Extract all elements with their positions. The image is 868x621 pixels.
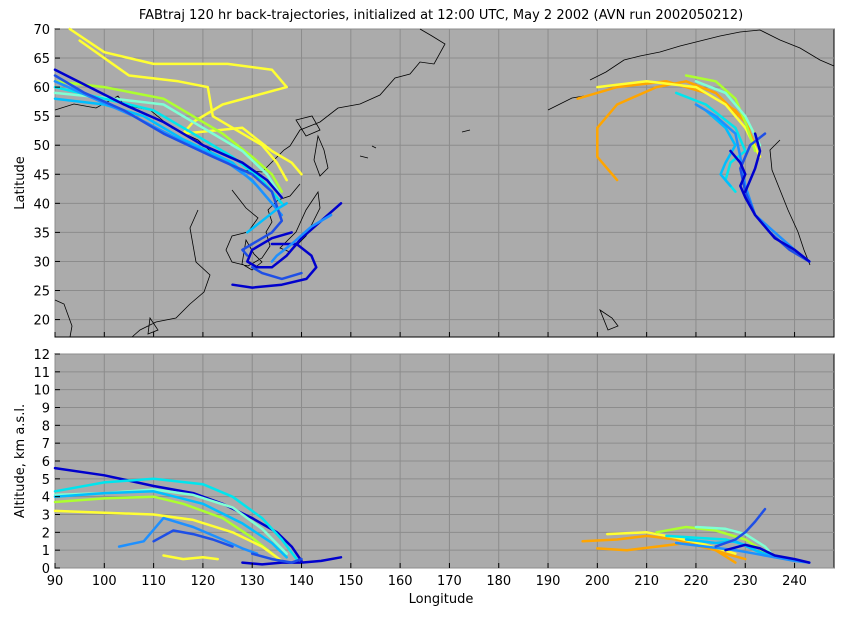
map-axes-background [54, 28, 835, 338]
longitude-axis-label: Longitude [409, 592, 474, 607]
altitude-tick-label: 5 [42, 473, 50, 488]
altitude-trajectory-line [724, 543, 811, 564]
latitude-tick-label: 50 [33, 139, 50, 154]
latitude-tick-label: 30 [33, 255, 50, 270]
longitude-tick-label: 140 [289, 574, 314, 589]
longitude-tick-label: 220 [684, 574, 709, 589]
longitude-tick-label: 180 [486, 574, 511, 589]
altitude-tick-label: 7 [42, 437, 50, 452]
altitude-tick-label: 4 [42, 491, 50, 506]
longitude-tick-label: 130 [240, 574, 265, 589]
altitude-trajectory-line [152, 529, 234, 548]
map-trajectory-line [250, 266, 303, 281]
altitude-tick-label: 9 [42, 402, 50, 417]
altitude-tick-label: 1 [42, 544, 50, 559]
longitude-tick-label: 210 [634, 574, 659, 589]
altitude-tick-label: 8 [42, 419, 50, 434]
longitude-tick-label: 200 [585, 574, 610, 589]
map-trajectory-line [231, 242, 318, 289]
altitude-trajectory-line [596, 541, 737, 564]
latitude-tick-label: 45 [33, 168, 50, 183]
altitude-tick-label: 6 [42, 455, 50, 470]
map-trajectory-line [53, 85, 284, 205]
map-trajectory-line [694, 80, 762, 147]
longitude-tick-label: 120 [190, 574, 215, 589]
altitude-axis-label: Altitude, km a.s.l. [13, 404, 28, 518]
map-trajectory-line [729, 149, 811, 263]
altitude-trajectory-line [53, 509, 284, 563]
altitude-trajectory-line [581, 534, 747, 561]
longitude-tick-labels: 90 100 110 120 130 140 150 160 170 180 190 200 210 22… [47, 332, 807, 589]
map-panel: 20 25 30 35 40 45 50 55 60 65 70 Latitude [13, 23, 835, 338]
latitude-tick-label: 70 [33, 23, 50, 38]
map-trajectory-line [684, 74, 757, 153]
map-grid [54, 28, 834, 337]
altitude-tick-label: 12 [33, 348, 50, 363]
longitude-tick-label: 230 [733, 574, 758, 589]
map-trajectory-line [53, 68, 284, 199]
latitude-tick-label: 25 [33, 285, 50, 300]
altitude-tick-label: 10 [33, 384, 50, 399]
map-trajectory-line [53, 74, 284, 257]
altitude-tick-label: 2 [42, 526, 50, 541]
latitude-tick-label: 20 [33, 314, 50, 329]
longitude-tick-label: 170 [437, 574, 462, 589]
longitude-tick-label: 240 [782, 574, 807, 589]
map-trajectory-line [68, 27, 303, 176]
latitude-tick-label: 65 [33, 52, 50, 67]
altitude-trajectory-line [655, 525, 767, 554]
map-trajectory-line [246, 202, 343, 269]
altitude-tick-label: 0 [42, 562, 50, 577]
map-trajectory-line [270, 213, 333, 263]
map-trajectories [53, 27, 811, 289]
altitude-trajectory-line [694, 525, 777, 559]
map-trajectory-line [739, 132, 811, 263]
map-trajectory-line [246, 202, 288, 234]
longitude-tick-label: 90 [47, 574, 64, 589]
altitude-trajectory-line [684, 538, 777, 559]
coastline-outlines [54, 28, 835, 338]
figure-title: FABtraj 120 hr back-trajectories, initia… [139, 8, 743, 23]
altitude-trajectory-line [53, 495, 279, 559]
latitude-axis-label: Latitude [13, 156, 28, 210]
map-trajectory-line [78, 39, 288, 182]
latitude-tick-label: 60 [33, 81, 50, 96]
altitude-trajectory-line [53, 490, 288, 559]
latitude-tick-labels: 20 25 30 35 40 45 50 55 60 65 70 [33, 23, 60, 329]
map-trajectory-line [53, 80, 284, 193]
longitude-tick-label: 100 [92, 574, 117, 589]
latitude-tick-label: 55 [33, 110, 50, 125]
altitude-trajectory-line [674, 541, 811, 564]
latitude-tick-label: 40 [33, 197, 50, 212]
longitude-tick-label: 160 [388, 574, 413, 589]
altitude-tick-label: 3 [42, 509, 50, 524]
longitude-tick-label: 190 [536, 574, 561, 589]
altitude-trajectory-line [162, 554, 219, 561]
altitude-tick-label: 11 [33, 366, 50, 381]
longitude-tick-label: 150 [338, 574, 363, 589]
map-trajectory-line [744, 132, 762, 193]
latitude-tick-label: 35 [33, 226, 50, 241]
altitude-trajectory-line [53, 477, 298, 561]
map-trajectory-line [704, 109, 737, 188]
altitude-grid [54, 353, 834, 569]
altitude-trajectories [53, 466, 811, 566]
altitude-trajectory-line [714, 507, 767, 548]
longitude-tick-label: 110 [141, 574, 166, 589]
altitude-trajectory-line [250, 552, 303, 564]
altitude-trajectory-line [117, 516, 259, 555]
